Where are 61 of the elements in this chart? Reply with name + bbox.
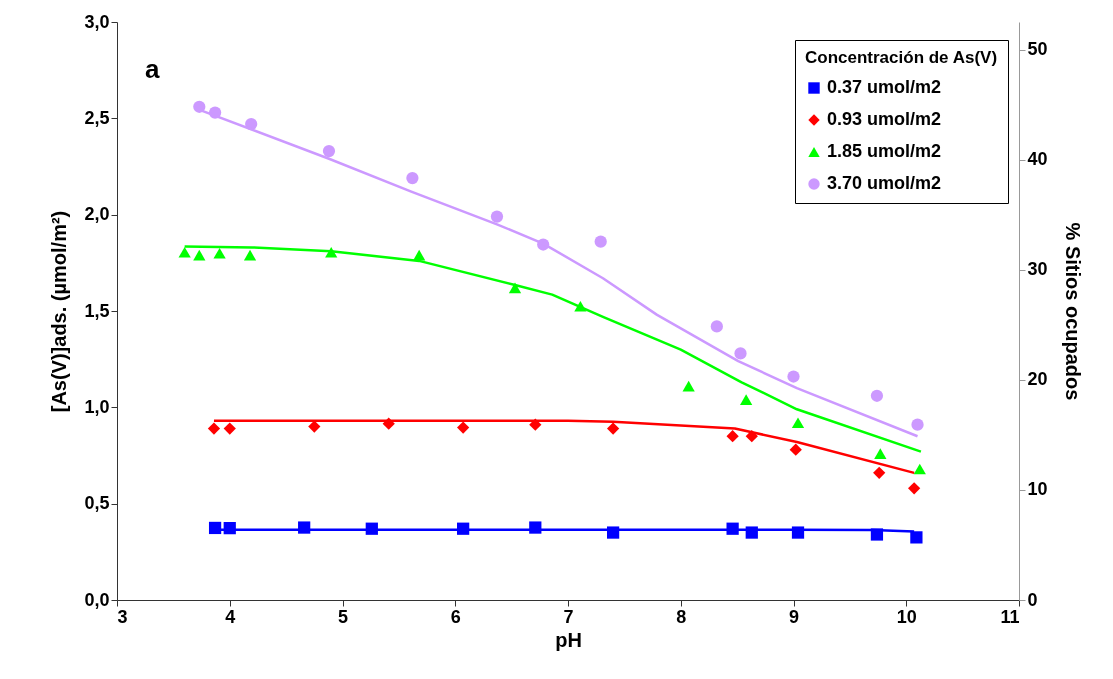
point — [213, 247, 226, 259]
y2-tick-label: 0 — [1027, 589, 1038, 610]
point — [193, 249, 206, 261]
legend-label: 0.93 umol/m2 — [827, 109, 942, 129]
point — [193, 100, 206, 113]
y2-tick-label: 40 — [1027, 149, 1048, 170]
y2-tick-label: 30 — [1027, 259, 1048, 280]
point — [529, 418, 542, 431]
y2-tick-label: 20 — [1027, 369, 1048, 390]
y2-axis-title: % Sitios ocupados — [1061, 222, 1084, 401]
point — [223, 422, 236, 435]
point — [726, 430, 739, 443]
point — [178, 246, 191, 258]
point — [243, 249, 257, 261]
point — [734, 347, 747, 360]
legend-title: Concentración de As(V) — [805, 48, 998, 67]
y-tick-label: 1,0 — [84, 396, 110, 417]
point — [710, 320, 723, 333]
point — [322, 144, 336, 158]
x-tick-label: 9 — [788, 606, 800, 627]
x-tick-label: 3 — [117, 606, 128, 627]
point — [789, 443, 802, 456]
legend-label: 3.70 umol/m2 — [827, 173, 942, 193]
y-tick-label: 0,5 — [84, 493, 110, 514]
point — [606, 422, 620, 435]
y-tick-label: 3,0 — [84, 11, 110, 32]
point — [873, 466, 886, 479]
y2-tick-label: 10 — [1027, 479, 1048, 500]
point — [911, 418, 924, 431]
point — [913, 463, 926, 475]
legend-label: 1.85 umol/m2 — [827, 141, 942, 161]
point — [594, 235, 607, 248]
y-tick-label: 2,5 — [84, 107, 110, 128]
point — [682, 380, 695, 392]
x-tick-label: 8 — [676, 606, 687, 627]
point — [457, 421, 470, 434]
x-tick-label: 10 — [896, 606, 917, 627]
legend-label: 0.37 umol/m2 — [827, 77, 942, 97]
x-axis-title: pH — [555, 628, 582, 651]
point — [787, 370, 800, 383]
y-tick-label: 1,5 — [84, 300, 110, 321]
point — [207, 422, 221, 435]
y-tick-label: 0,0 — [84, 589, 110, 610]
y2-tick-label: 50 — [1027, 39, 1048, 60]
point — [874, 448, 887, 459]
annotation: a — [145, 54, 160, 84]
point — [870, 389, 884, 402]
y-axis-title: [As(V)]ads. (µmol/m²) — [48, 210, 71, 413]
point — [740, 394, 753, 405]
x-tick-label: 5 — [337, 606, 349, 627]
x-tick-label: 6 — [450, 606, 461, 627]
point — [490, 210, 504, 223]
point — [908, 482, 921, 495]
x-tick-label: 11 — [1000, 606, 1020, 627]
point — [406, 171, 419, 185]
point — [910, 531, 923, 544]
point — [791, 417, 805, 429]
x-tick-label: 4 — [225, 606, 236, 627]
x-tick-label: 7 — [563, 606, 574, 627]
y-tick-label: 2,0 — [84, 204, 110, 225]
point — [325, 246, 338, 258]
